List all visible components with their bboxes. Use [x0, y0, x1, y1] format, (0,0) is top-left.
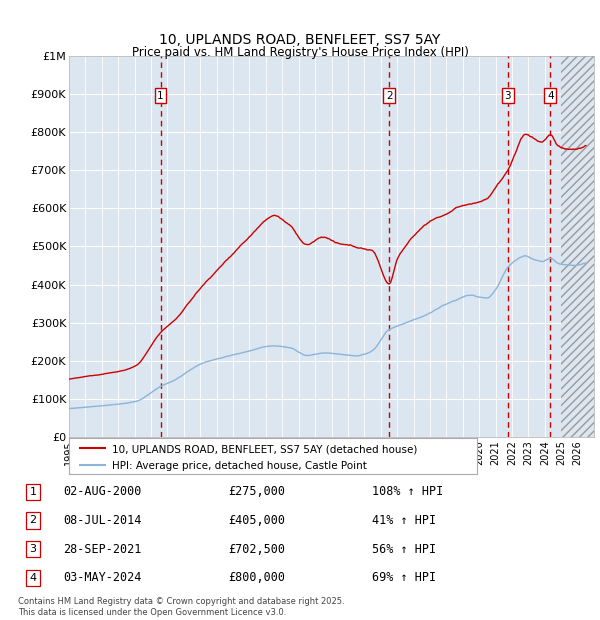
- Text: 10, UPLANDS ROAD, BENFLEET, SS7 5AY (detached house): 10, UPLANDS ROAD, BENFLEET, SS7 5AY (det…: [112, 444, 417, 454]
- Text: 56% ↑ HPI: 56% ↑ HPI: [372, 542, 436, 556]
- Text: 1: 1: [29, 487, 37, 497]
- Text: 1: 1: [157, 91, 164, 101]
- Text: HPI: Average price, detached house, Castle Point: HPI: Average price, detached house, Cast…: [112, 461, 367, 471]
- Text: 3: 3: [29, 544, 37, 554]
- Text: 4: 4: [547, 91, 554, 101]
- Text: 03-MAY-2024: 03-MAY-2024: [63, 571, 142, 584]
- Text: 69% ↑ HPI: 69% ↑ HPI: [372, 571, 436, 584]
- Text: 2: 2: [29, 515, 37, 525]
- Text: £275,000: £275,000: [228, 485, 285, 498]
- Text: 108% ↑ HPI: 108% ↑ HPI: [372, 485, 443, 498]
- Text: Contains HM Land Registry data © Crown copyright and database right 2025.
This d: Contains HM Land Registry data © Crown c…: [18, 598, 344, 617]
- Text: 28-SEP-2021: 28-SEP-2021: [63, 542, 142, 556]
- Text: 10, UPLANDS ROAD, BENFLEET, SS7 5AY: 10, UPLANDS ROAD, BENFLEET, SS7 5AY: [160, 33, 440, 47]
- Text: £702,500: £702,500: [228, 542, 285, 556]
- Text: £405,000: £405,000: [228, 514, 285, 527]
- Text: 2: 2: [386, 91, 392, 101]
- Text: 41% ↑ HPI: 41% ↑ HPI: [372, 514, 436, 527]
- Bar: [561, 56, 594, 437]
- Text: £800,000: £800,000: [228, 571, 285, 584]
- Text: 4: 4: [29, 573, 37, 583]
- Text: 3: 3: [505, 91, 511, 101]
- Text: 02-AUG-2000: 02-AUG-2000: [63, 485, 142, 498]
- Text: Price paid vs. HM Land Registry's House Price Index (HPI): Price paid vs. HM Land Registry's House …: [131, 46, 469, 59]
- Text: 08-JUL-2014: 08-JUL-2014: [63, 514, 142, 527]
